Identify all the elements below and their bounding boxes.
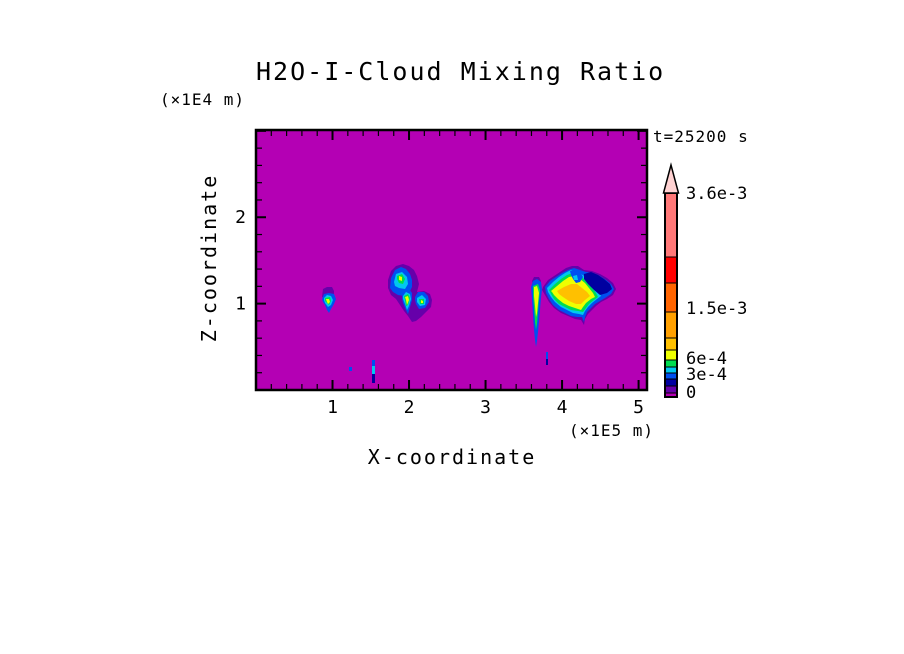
colorbar-segment-cyan	[664, 366, 678, 374]
colorbar-label: 3.6e-3	[686, 184, 747, 204]
colorbar-label: 6e-4	[686, 349, 727, 369]
chart-title: H2O-I-Cloud Mixing Ratio	[256, 57, 666, 86]
z-axis-title: Z-coordinate	[197, 173, 221, 343]
x-tick-label: 4	[557, 397, 568, 418]
cloud-remnant-mark	[546, 359, 548, 365]
cloud-field	[322, 264, 616, 383]
colorbar: 3.6e-3 1.5e-3 6e-43e-40	[662, 162, 747, 403]
cloud-remnant-mark	[349, 367, 352, 371]
field-background	[256, 130, 647, 390]
colorbar-segment-violet	[664, 385, 678, 394]
cloud-small-yellow	[326, 299, 330, 304]
cloud-large-navy	[584, 272, 612, 295]
cloud-remnant-mark	[372, 360, 375, 366]
colorbar-overflow-arrow	[662, 162, 680, 194]
z-axis-unit-label: (×1E4 m)	[160, 90, 246, 109]
cloud-large-cyan	[573, 275, 578, 280]
x-axis-title: X-coordinate	[367, 445, 537, 469]
colorbar-segment-navy	[664, 378, 678, 387]
x-tick-label: 2	[404, 397, 415, 418]
x-axis-unit-label: (×1E5 m)	[568, 421, 654, 440]
colorbar-segment-salmon	[664, 192, 678, 258]
cloud-large-amber	[557, 284, 590, 304]
x-tick-label: 1	[327, 397, 338, 418]
colorbar-label: 1.5e-3	[686, 299, 747, 319]
cloud-remnant-mark	[372, 374, 375, 383]
z-tick-label: 1	[235, 294, 246, 315]
colorbar-segment-red	[664, 256, 678, 284]
plot-border	[254, 128, 649, 392]
x-tick-label: 5	[633, 397, 644, 418]
colorbar-segment-orange	[664, 311, 678, 339]
time-annotation: t=25200 s	[653, 127, 749, 146]
x-tick-label: 3	[480, 397, 491, 418]
tick-labels: 1 2 3 4 5 1 2	[235, 207, 644, 418]
cloud-medium-yellow	[421, 300, 423, 303]
axis-ticks	[257, 129, 646, 389]
colorbar-label: 3e-4	[686, 365, 727, 385]
colorbar-segment-blue	[664, 372, 678, 380]
colorbar-segment-amber	[664, 337, 678, 351]
cloud-medium-yellow	[399, 276, 402, 281]
cloud-remnant-mark	[546, 352, 548, 359]
z-tick-label: 2	[235, 207, 246, 228]
cloud-remnant-mark	[372, 366, 375, 374]
colorbar-segment-yellow	[664, 349, 678, 361]
cloud-medium-yellow	[405, 296, 409, 305]
cloud-streak-yellow	[534, 286, 539, 317]
colorbar-segment-green	[664, 359, 678, 368]
colorbar-segment-dark_orange	[664, 282, 678, 313]
colorbar-label: 0	[686, 383, 696, 403]
